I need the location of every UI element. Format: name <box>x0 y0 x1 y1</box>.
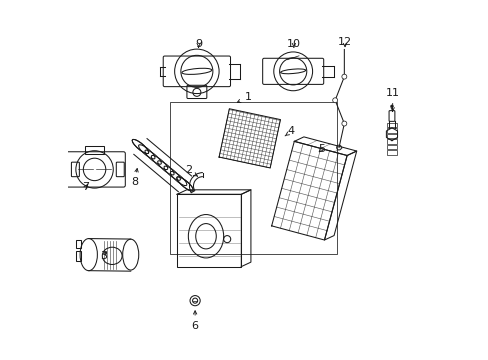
Circle shape <box>390 105 392 108</box>
Text: 12: 12 <box>337 37 351 48</box>
Text: 1: 1 <box>237 92 251 103</box>
Text: 8: 8 <box>131 168 138 188</box>
Bar <box>169 102 336 254</box>
Bar <box>386 150 396 154</box>
Text: 11: 11 <box>385 88 399 111</box>
Bar <box>177 194 241 267</box>
Text: 6: 6 <box>191 311 198 331</box>
Text: 9: 9 <box>195 39 202 49</box>
Text: 7: 7 <box>82 182 89 192</box>
Bar <box>386 123 396 127</box>
Bar <box>76 240 81 248</box>
Bar <box>76 251 81 261</box>
Text: 2: 2 <box>185 166 197 176</box>
Text: 5: 5 <box>317 144 324 154</box>
Text: 4: 4 <box>285 126 294 136</box>
Bar <box>386 134 396 138</box>
Text: 10: 10 <box>286 39 300 49</box>
Bar <box>386 145 396 149</box>
Bar <box>85 146 103 153</box>
Circle shape <box>341 121 346 126</box>
Circle shape <box>341 74 346 79</box>
Bar <box>386 129 396 133</box>
Text: 3: 3 <box>100 251 107 261</box>
Circle shape <box>332 98 337 103</box>
Bar <box>386 139 396 144</box>
